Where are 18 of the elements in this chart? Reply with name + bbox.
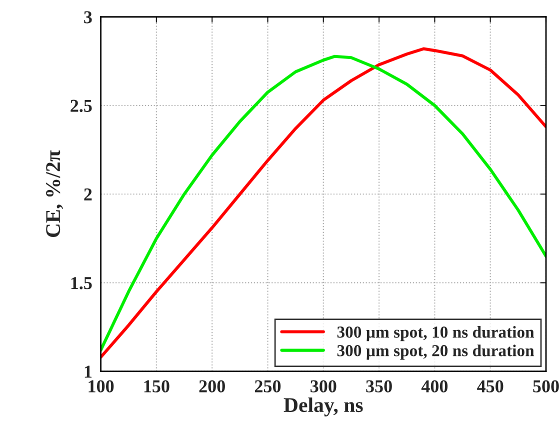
x-tick-label: 250 (254, 380, 281, 392)
legend-label: 300 µm spot, 20 ns duration (337, 344, 534, 360)
y-axis-title: CE, %/2π (46, 150, 64, 238)
legend-label: 300 µm spot, 10 ns duration (337, 326, 534, 342)
x-tick-label: 350 (366, 380, 392, 392)
x-tick-label: 200 (199, 380, 225, 392)
y-tick-label: 1 (84, 366, 92, 378)
x-tick-label: 500 (533, 380, 559, 392)
x-tick-label: 300 (310, 380, 336, 392)
y-tick-label: 2 (84, 188, 92, 200)
x-axis-title: Delay, ns (284, 397, 363, 416)
x-tick-label: 450 (477, 380, 504, 392)
y-tick-label: 2.5 (70, 100, 92, 112)
x-tick-label: 100 (88, 380, 114, 392)
y-tick-label: 3 (84, 11, 92, 24)
x-tick-label: 150 (144, 380, 170, 392)
x-tick-label: 400 (421, 380, 448, 392)
y-tick-label: 1.5 (71, 277, 92, 290)
